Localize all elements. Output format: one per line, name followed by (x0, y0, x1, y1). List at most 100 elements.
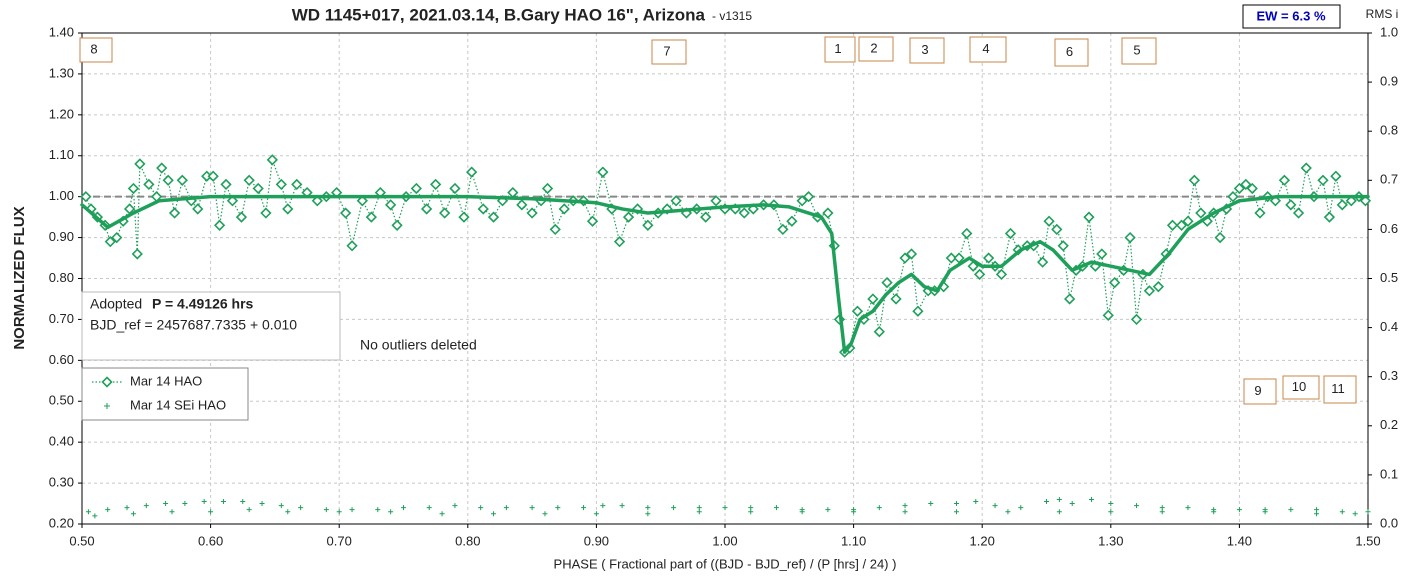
point (1096, 248, 1108, 260)
x-tick-label: 1.40 (1227, 533, 1252, 548)
point (1314, 511, 1320, 517)
point (478, 505, 484, 511)
annotation-label: 3 (921, 42, 928, 57)
point (80, 191, 92, 203)
point (176, 174, 188, 186)
point (953, 509, 959, 515)
point (1124, 231, 1136, 244)
point (220, 178, 232, 191)
point (220, 498, 226, 504)
point (1227, 191, 1239, 203)
point (1323, 211, 1336, 223)
fit-line (80, 194, 1370, 354)
point (1185, 505, 1191, 511)
chart-subtitle: - v1315 (712, 9, 752, 23)
y-tick-label: 1.20 (49, 106, 74, 121)
point (1143, 285, 1156, 297)
y-tick-label: 1.30 (49, 65, 74, 80)
point (134, 158, 146, 170)
point (1240, 178, 1252, 191)
annotation-label: 10 (1292, 379, 1306, 394)
y-tick-label: 1.40 (49, 24, 74, 39)
annotation-box (969, 36, 1007, 63)
point (645, 511, 651, 517)
x-tick-label: 0.90 (584, 533, 609, 548)
point (526, 207, 538, 219)
point (802, 191, 815, 203)
point (349, 507, 355, 513)
point (169, 509, 175, 515)
annotation-box (858, 36, 894, 62)
ew-label: EW = 6.3 % (1257, 8, 1326, 23)
y-tick-label: 0.60 (49, 352, 74, 367)
point (867, 293, 879, 305)
point (130, 511, 136, 517)
point (1166, 219, 1179, 231)
point (298, 505, 304, 511)
annotation-label: 1 (834, 41, 841, 56)
point (542, 511, 548, 517)
point (1064, 293, 1076, 305)
point (1330, 170, 1342, 182)
point (516, 199, 528, 211)
point (105, 507, 111, 513)
y2-tick-label: 0.3 (1380, 368, 1398, 383)
point (168, 207, 181, 219)
y-tick-label: 1.00 (49, 188, 74, 203)
annotation-label: 8 (90, 41, 97, 56)
point (449, 182, 461, 195)
point (1278, 174, 1291, 186)
point (356, 195, 368, 207)
point (143, 178, 155, 191)
point (982, 252, 995, 264)
point (1089, 496, 1095, 502)
point (410, 182, 422, 195)
point (613, 236, 626, 248)
point (642, 219, 654, 231)
point (700, 211, 712, 223)
point (503, 505, 509, 511)
point (902, 509, 908, 515)
point (182, 501, 188, 507)
y2-tick-label: 0.5 (1380, 270, 1398, 285)
point (1056, 509, 1062, 515)
point (291, 178, 303, 191)
y-tick-label: 0.30 (49, 475, 74, 490)
point (226, 195, 239, 207)
x-tick-label: 1.30 (1098, 533, 1123, 548)
point (466, 166, 478, 178)
point (622, 211, 635, 223)
annotation-box (909, 37, 945, 64)
point (213, 219, 226, 231)
x-tick-label: 0.60 (198, 533, 223, 548)
point (1182, 215, 1194, 227)
y2-tick-label: 0.6 (1380, 221, 1398, 236)
point (890, 293, 902, 305)
annotation-label: 9 (1254, 383, 1261, 398)
point (748, 509, 754, 515)
y2-axis-label: RMS i (1366, 7, 1399, 21)
y2-tick-label: 0.9 (1380, 74, 1398, 89)
point (477, 203, 489, 215)
point (275, 178, 287, 191)
point (902, 503, 908, 509)
point (1300, 162, 1312, 174)
point (876, 505, 882, 511)
point (365, 211, 377, 223)
point (992, 503, 998, 509)
point (1037, 256, 1049, 268)
point (1345, 195, 1357, 207)
point (111, 231, 123, 244)
x-tick-label: 0.80 (455, 533, 480, 548)
point (207, 170, 219, 182)
point (961, 227, 973, 240)
annotation-label: 2 (870, 40, 877, 55)
point (1056, 496, 1062, 502)
point (1152, 281, 1165, 293)
point (339, 207, 352, 219)
point (1004, 227, 1017, 240)
point (1018, 505, 1024, 511)
point (1317, 174, 1329, 186)
point (311, 195, 323, 207)
